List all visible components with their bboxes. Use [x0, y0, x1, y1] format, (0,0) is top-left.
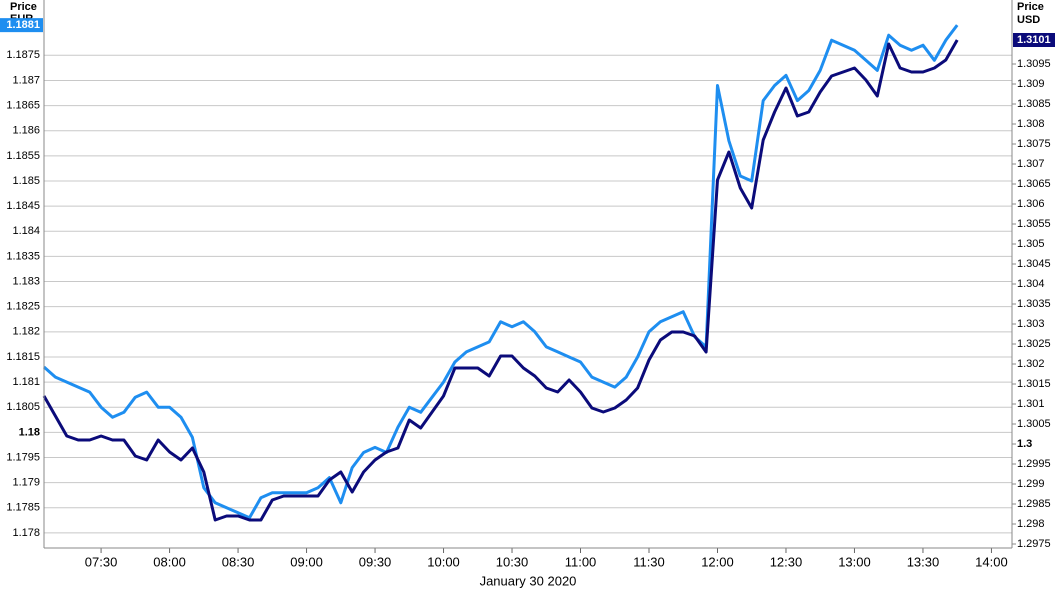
- x-tick-label: 11:00: [565, 554, 597, 569]
- y2-tick-label: 1.3: [1017, 438, 1032, 450]
- y2-tick-label: 1.309: [1017, 78, 1045, 90]
- price-line: [42, 39, 959, 522]
- y2-axis-label: Price: [1017, 1, 1044, 13]
- y2-tick-label: 1.2975: [1017, 538, 1051, 550]
- y2-tick-label: 1.301: [1017, 398, 1045, 410]
- y-tick-label: 1.182: [12, 326, 40, 338]
- y2-tick-label: 1.3015: [1017, 378, 1051, 390]
- price-line: [43, 24, 959, 520]
- y2-tick-label: 1.303: [1017, 318, 1045, 330]
- y2-tick-label: 1.2995: [1017, 458, 1051, 470]
- y-tick-label: 1.1795: [6, 451, 40, 463]
- y-tick-label: 1.1865: [6, 99, 40, 111]
- x-tick-label: 10:00: [427, 554, 460, 569]
- y-tick-label: 1.184: [12, 225, 40, 237]
- y2-tick-label: 1.305: [1017, 238, 1045, 250]
- y-tick-label: 1.178: [12, 527, 40, 539]
- x-axis-label: January 30 2020: [480, 573, 577, 588]
- y-tick-label: 1.186: [12, 125, 40, 137]
- y-tick-label: 1.1835: [6, 250, 40, 262]
- y2-tick-label: 1.3075: [1017, 138, 1051, 150]
- x-tick-label: 12:00: [701, 554, 734, 569]
- last-price-box: [0, 18, 43, 33]
- y2-tick-label: 1.2985: [1017, 498, 1051, 510]
- y2-tick-label: 1.3035: [1017, 298, 1051, 310]
- x-tick-label: 14:00: [975, 554, 1008, 569]
- x-tick-label: 13:00: [838, 554, 871, 569]
- x-tick-label: 07:30: [85, 554, 118, 569]
- y-tick-label: 1.1855: [6, 150, 40, 162]
- x-tick-label: 08:30: [222, 554, 255, 569]
- x-tick-label: 11:30: [633, 554, 665, 569]
- y2-tick-label: 1.306: [1017, 198, 1045, 210]
- y2-tick-label: 1.3005: [1017, 418, 1051, 430]
- y2-tick-label: 1.308: [1017, 118, 1045, 130]
- y-tick-label: 1.18: [19, 426, 40, 438]
- y-tick-label: 1.187: [12, 74, 40, 86]
- y2-tick-label: 1.299: [1017, 478, 1045, 490]
- y2-tick-label: 1.307: [1017, 158, 1045, 170]
- y2-tick-label: 1.3025: [1017, 338, 1051, 350]
- y2-tick-label: 1.3095: [1017, 58, 1051, 70]
- y-tick-label: 1.181: [12, 376, 40, 388]
- y-tick-label: 1.183: [12, 275, 40, 287]
- y-tick-label: 1.1825: [6, 301, 40, 313]
- y-tick-label: 1.1875: [6, 49, 40, 61]
- y2-tick-label: 1.304: [1017, 278, 1045, 290]
- y2-tick-label: 1.3065: [1017, 178, 1051, 190]
- last-price-label: 1.3101: [1017, 34, 1051, 46]
- y2-tick-label: 1.3055: [1017, 218, 1051, 230]
- y-axis-label: Price: [10, 1, 37, 13]
- x-tick-label: 12:30: [770, 554, 803, 569]
- y2-axis-unit: USD: [1017, 14, 1040, 26]
- y-tick-label: 1.1845: [6, 200, 40, 212]
- y2-tick-label: 1.298: [1017, 518, 1045, 530]
- x-tick-label: 10:30: [496, 554, 529, 569]
- y2-tick-label: 1.3085: [1017, 98, 1051, 110]
- y-tick-label: 1.1785: [6, 502, 40, 514]
- y2-tick-label: 1.302: [1017, 358, 1045, 370]
- y-tick-label: 1.179: [12, 477, 40, 489]
- x-tick-label: 09:00: [290, 554, 323, 569]
- last-price-box: [1013, 33, 1055, 47]
- y-tick-label: 1.1805: [6, 401, 40, 413]
- x-tick-label: 13:30: [907, 554, 940, 569]
- y-tick-label: 1.185: [12, 175, 40, 187]
- last-price-label: 1.1881: [6, 19, 40, 31]
- y2-tick-label: 1.3045: [1017, 258, 1051, 270]
- x-tick-label: 09:30: [359, 554, 392, 569]
- y-tick-label: 1.1815: [6, 351, 40, 363]
- x-tick-label: 08:00: [153, 554, 186, 569]
